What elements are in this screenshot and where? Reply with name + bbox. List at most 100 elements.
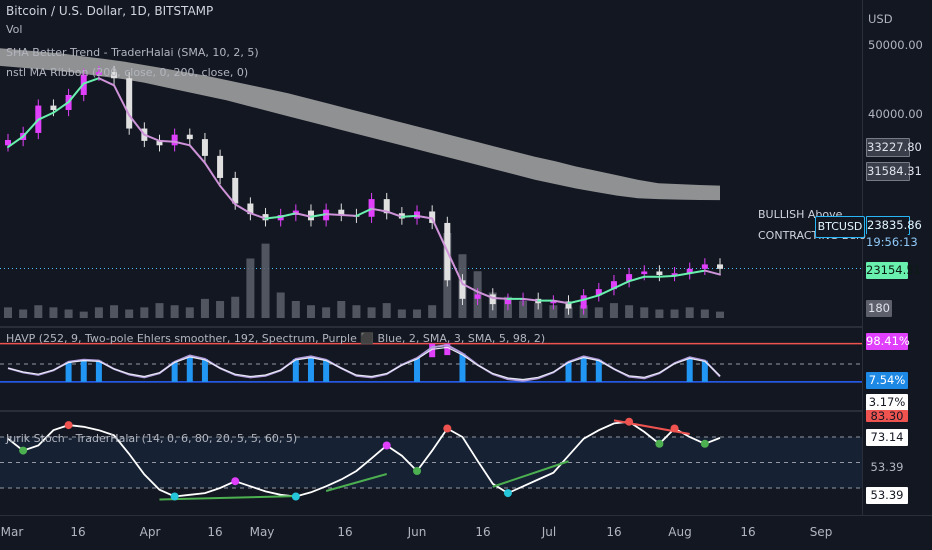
trend-indicator-legend[interactable]: SHA Better Trend - TraderHalai (SMA, 10,… [6, 46, 259, 59]
volume-bar [549, 305, 558, 318]
candle-body [201, 139, 208, 156]
trend-segment [416, 214, 434, 220]
havp-signal-bar [414, 358, 421, 382]
volume-bar [216, 301, 225, 318]
candle-body [717, 264, 723, 269]
volume-bar [125, 309, 134, 318]
trend-segment [143, 133, 161, 142]
volume-bar [261, 243, 270, 318]
candle-body [656, 271, 663, 275]
trend-segment [22, 118, 40, 138]
candle-body [95, 72, 102, 75]
volume-bar [322, 307, 331, 318]
candle-body [580, 295, 587, 309]
volume-bar [94, 307, 103, 318]
stoch-pivot-dot [64, 421, 73, 430]
volume-bar [594, 307, 603, 318]
time-axis-border [0, 515, 932, 516]
trend-segment [703, 269, 721, 276]
trend-segment [264, 215, 282, 220]
volume-bar [382, 303, 391, 318]
havp-signal-bar [80, 359, 87, 382]
symbol-badge[interactable]: BTCUSD [815, 216, 865, 238]
trend-segment [249, 212, 267, 220]
trend-segment [82, 77, 100, 85]
trend-segment [52, 101, 70, 114]
havp-signal-bar [307, 356, 314, 382]
symbol-title[interactable]: Bitcoin / U.S. Dollar, 1D, BITSTAMP [6, 4, 214, 18]
trend-segment [355, 207, 373, 217]
havp-signal-bar [595, 359, 602, 382]
volume-bar [367, 307, 376, 318]
x-tick-label: Apr [139, 525, 161, 539]
candle-body [550, 301, 557, 304]
trend-segment [385, 210, 403, 218]
trend-segment [491, 296, 509, 300]
candle-body [504, 299, 511, 305]
trend-segment [279, 212, 297, 218]
x-tick-label: 16 [606, 525, 622, 539]
volume-bar [185, 307, 194, 318]
volume-bar [140, 307, 149, 318]
stoch-value-tag: 73.14 [866, 429, 908, 446]
volume-bar [352, 305, 361, 318]
havp-fast-line [7, 346, 721, 381]
trend-segment [7, 135, 25, 149]
havp-signal-bar [171, 361, 178, 382]
stoch-indicator-legend[interactable]: Jurik Stoch - TraderHalai (14, 0, 6, 80,… [6, 432, 298, 445]
havp-signal-bar [292, 358, 299, 382]
trend-segment [309, 213, 328, 218]
havp-high-tag: 98.41% [866, 333, 910, 350]
stoch-line [7, 420, 721, 498]
stoch-pivot-dot [413, 467, 422, 475]
stoch-panel [0, 417, 862, 501]
havp-signal-bar [186, 355, 193, 382]
havp-indicator-legend[interactable]: HAVP (252, 9, Two-pole Ehlers smoother, … [6, 332, 546, 345]
candle-body [459, 280, 466, 299]
trend-segment [597, 287, 615, 297]
volume-bar [306, 305, 315, 318]
candle-body [50, 105, 57, 110]
trend-segment [325, 213, 343, 216]
candle-body [429, 211, 436, 223]
havp-signal-bar [65, 361, 72, 382]
volume-bar [428, 305, 437, 318]
trend-segment [128, 114, 146, 136]
havp-signal-bar [580, 356, 587, 382]
trend-segment [340, 214, 358, 217]
ribbon-lower-tag: 31584.31 [866, 162, 922, 181]
trend-value-tag: 23154.51 [866, 262, 921, 279]
x-tick-label: 16 [475, 525, 491, 539]
havp-extreme-bar [444, 343, 451, 356]
x-tick-label: 16 [337, 525, 353, 539]
trend-segment [173, 140, 191, 147]
trend-segment [628, 275, 646, 283]
volume-bar [397, 309, 406, 318]
bullish-divergence [325, 473, 387, 492]
volume-bar [155, 303, 164, 318]
x-tick-label: May [249, 525, 275, 539]
candle-body [247, 203, 254, 215]
ribbon-indicator-legend[interactable]: nstl MA Ribbon (200, close, 0, 200, clos… [6, 66, 249, 79]
volume-bar [337, 301, 346, 318]
candle-body [338, 209, 345, 215]
ribbon-upper-tag: 33227.80 [866, 138, 922, 157]
stoch-pivot-dot [291, 492, 300, 501]
volume-bar [291, 301, 300, 318]
stoch-low-tag: 53.39 [866, 487, 908, 504]
volume-bar [110, 305, 119, 318]
volume-legend[interactable]: Vol [6, 23, 23, 36]
trend-segment [37, 111, 55, 121]
candle-body [489, 294, 496, 305]
trend-segment [673, 272, 691, 277]
candle-body [126, 78, 133, 129]
volume-bar [534, 303, 543, 318]
trend-segment [658, 274, 676, 278]
candle-body [641, 271, 648, 275]
stoch-pivot-dot [231, 477, 240, 486]
trend-segment [567, 298, 585, 305]
stoch-pivot-dot [170, 492, 179, 501]
stoch-pivot-dot [19, 446, 28, 455]
volume-bar [49, 307, 58, 318]
stoch-pivot-dot [625, 417, 634, 426]
